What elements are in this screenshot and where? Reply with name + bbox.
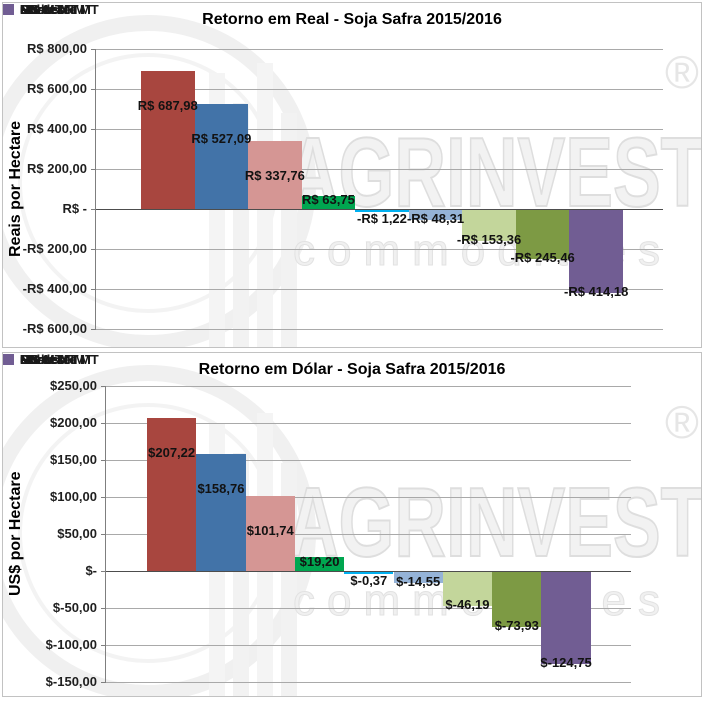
- gridline: [106, 608, 631, 609]
- chart-retorno-real: AGRINVEST commodities ® Retorno em Real - S…: [2, 2, 702, 348]
- bar-ms: [355, 210, 409, 212]
- bar-sudeste-mt: [442, 572, 493, 607]
- data-label: R$ 337,76: [244, 168, 305, 184]
- gridline: [106, 534, 631, 535]
- data-label: $207,22: [148, 444, 196, 460]
- data-label: $-73,93: [494, 617, 539, 633]
- legend-label: Sul MT: [20, 2, 63, 17]
- legend-label: GO: [20, 2, 41, 17]
- legend-label: Sudeste MT: [20, 352, 93, 367]
- tick-mark: [91, 249, 96, 250]
- tick-mark: [101, 386, 106, 387]
- data-label: R$ 687,98: [137, 98, 198, 114]
- tick-mark: [101, 534, 106, 535]
- legend-label: Sudeste MT: [20, 2, 93, 17]
- gridline: [106, 497, 631, 498]
- data-label: -R$ 245,46: [510, 250, 575, 266]
- data-label: R$ 527,09: [191, 130, 252, 146]
- tick-mark: [101, 571, 106, 572]
- data-label: $-0,37: [350, 573, 388, 588]
- zero-line: [106, 571, 631, 572]
- gridline: [106, 423, 631, 424]
- gridline: [106, 386, 631, 387]
- legend-swatch-norte-mt: [3, 354, 14, 365]
- gridline: [96, 249, 663, 250]
- bar-pr: [147, 417, 197, 571]
- tick-mark: [101, 645, 106, 646]
- gridline: [96, 329, 663, 330]
- watermark-brand: AGRINVEST: [286, 467, 702, 577]
- bar-rs: [194, 103, 249, 209]
- tick-mark: [101, 497, 106, 498]
- legend-label: RS: [20, 352, 39, 367]
- legend-swatch-norte-mt: [3, 4, 14, 15]
- legend-label: MS: [20, 352, 40, 367]
- legend-label: Oeste MT: [20, 352, 79, 367]
- legend-label: Nordeste MT: [20, 2, 99, 17]
- registered-trademark-icon: ®: [665, 46, 699, 98]
- data-label: $-124,75: [540, 655, 592, 671]
- gridline: [96, 289, 663, 290]
- bar-norte-mt: [569, 210, 623, 293]
- bar-rs: [196, 453, 246, 571]
- bar-nordeste-mt: [492, 572, 542, 627]
- gridline: [96, 129, 663, 130]
- data-label: $-14,55: [396, 573, 441, 589]
- bar-sudeste-mt: [462, 210, 516, 241]
- tick-mark: [91, 329, 96, 330]
- tick-mark: [101, 608, 106, 609]
- legend-label: PR: [20, 2, 39, 17]
- legend-label: Norte MT: [20, 2, 77, 17]
- tick-mark: [101, 423, 106, 424]
- data-label: -R$ 1,22: [357, 211, 407, 226]
- y-axis-title: Reais por Hectare: [7, 120, 24, 258]
- data-label: $158,76: [197, 480, 245, 496]
- gridline: [106, 460, 631, 461]
- legend-label: RS: [20, 2, 39, 17]
- bar-norte-mt: [541, 572, 591, 665]
- chart-title: Retorno em Dólar - Soja Safra 2015/2016: [198, 361, 506, 378]
- bar-nordeste-mt: [515, 210, 570, 260]
- tick-mark: [91, 289, 96, 290]
- data-label: -R$ 414,18: [564, 283, 629, 299]
- data-label: R$ 63,75: [302, 192, 355, 207]
- gridline: [106, 645, 631, 646]
- gridline: [96, 89, 663, 90]
- data-label: $101,74: [246, 522, 294, 538]
- bar-oeste-mt: [393, 572, 443, 583]
- bar-pr: [141, 71, 195, 209]
- chart-title: Retorno em Real - Soja Safra 2015/2016: [202, 11, 502, 28]
- tick-mark: [91, 49, 96, 50]
- data-label: -R$ 153,36: [456, 231, 522, 247]
- legend-label: GO: [20, 352, 41, 367]
- tick-mark: [91, 129, 96, 130]
- tick-mark: [101, 682, 106, 683]
- registered-trademark-icon: ®: [665, 396, 699, 448]
- legend-label: Oeste MT: [20, 2, 79, 17]
- legend-label: PR: [20, 352, 39, 367]
- legend-label: Nordeste MT: [20, 352, 99, 367]
- tick-mark: [91, 209, 96, 210]
- gridline: [96, 169, 663, 170]
- zero-line: [96, 209, 663, 210]
- legend-label: Norte MT: [20, 352, 77, 367]
- gridline: [106, 682, 631, 683]
- y-axis-line: [95, 49, 96, 330]
- data-label: -R$ 48,31: [406, 211, 465, 226]
- bar-oeste-mt: [408, 210, 463, 220]
- data-label: $19,20: [299, 554, 340, 569]
- y-axis-title: US$ por Hectare: [7, 471, 24, 597]
- gridline: [96, 49, 663, 50]
- tick-mark: [101, 460, 106, 461]
- tick-mark: [91, 89, 96, 90]
- bar-ms: [344, 572, 394, 574]
- tick-mark: [91, 169, 96, 170]
- legend-label: Sul MT: [20, 352, 63, 367]
- legend-label: MS: [20, 2, 40, 17]
- data-label: $-46,19: [445, 597, 490, 613]
